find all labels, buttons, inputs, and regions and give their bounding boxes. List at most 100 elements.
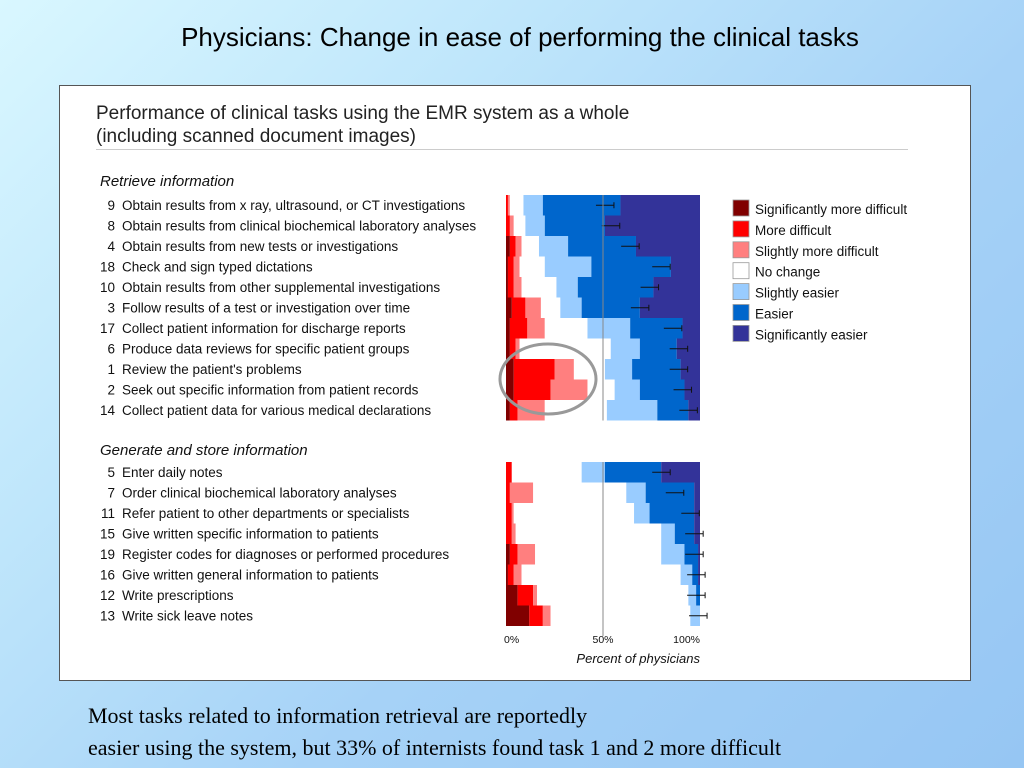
bar-segment: [661, 523, 675, 544]
bar-segment: [634, 503, 650, 524]
bar-segment: [506, 605, 530, 626]
bar-segment: [517, 544, 536, 565]
bar-segment: [587, 318, 631, 339]
bar-segment: [509, 318, 528, 339]
bar-segment: [568, 236, 636, 257]
bar-segment: [513, 215, 526, 236]
bar-segment: [682, 318, 700, 339]
title-divider: [96, 149, 908, 150]
bar-segment: [506, 318, 510, 339]
task-label: Check and sign typed dictations: [122, 260, 313, 275]
bar-segment: [581, 297, 640, 318]
bar-segment: [513, 379, 551, 400]
bar-segment: [519, 338, 611, 359]
x-tick-label: 100%: [673, 634, 700, 646]
bar-segment: [661, 544, 685, 565]
bar-segment: [513, 503, 635, 524]
bar-segment: [515, 236, 522, 257]
bar-segment: [507, 195, 510, 216]
bar-segment: [515, 338, 520, 359]
task-number: 3: [107, 301, 115, 316]
x-axis-label: Percent of physicians: [576, 651, 700, 666]
bar-segment: [509, 544, 518, 565]
bar-segment: [657, 400, 689, 421]
bar-segment: [542, 195, 621, 216]
legend-label: Significantly more difficult: [755, 202, 907, 217]
bar-segment: [509, 338, 516, 359]
bar-segment: [694, 482, 700, 503]
task-label: Produce data reviews for specific patien…: [122, 342, 410, 357]
task-number: 10: [100, 280, 115, 295]
bar-segment: [544, 400, 607, 421]
legend-swatch: [732, 241, 750, 259]
bar-segment: [581, 462, 605, 483]
task-number: 8: [107, 219, 115, 234]
chart-panel: Performance of clinical tasks using the …: [59, 85, 971, 681]
legend-label: Slightly easier: [755, 286, 840, 301]
task-number: 19: [100, 547, 115, 562]
bar-segment: [511, 523, 516, 544]
task-label: Collect patient information for discharg…: [122, 321, 406, 336]
bar-segment: [511, 462, 582, 483]
bar-segment: [604, 215, 700, 236]
bar-segment: [591, 256, 671, 277]
bar-segment: [544, 215, 605, 236]
bar-segment: [626, 482, 646, 503]
bar-segment: [525, 215, 545, 236]
bar-segment: [513, 256, 520, 277]
bar-segment: [506, 379, 514, 400]
bar-segment: [506, 215, 510, 236]
legend-label: Easier: [755, 307, 794, 322]
task-number: 13: [100, 609, 115, 624]
bar-segment: [507, 277, 514, 298]
bar-segment: [587, 379, 615, 400]
task-label: Write sick leave notes: [122, 609, 253, 624]
chart-title-line-2: (including scanned document images): [96, 126, 417, 147]
bar-segment: [507, 256, 514, 277]
bar-segment: [674, 523, 695, 544]
bar-segment: [511, 503, 514, 524]
legend-label: Slightly more difficult: [755, 244, 879, 259]
bar-segment: [610, 338, 640, 359]
stacked-bar-chart: Retrieve information 9 Obtain results from…: [100, 173, 907, 666]
legend-swatch: [732, 199, 750, 217]
task-number: 9: [107, 198, 115, 213]
task-label: Seek out specific information from patie…: [122, 383, 419, 398]
bar-segment: [509, 400, 518, 421]
x-tick-label: 50%: [592, 634, 613, 646]
bar-segment: [604, 359, 633, 380]
bar-segment: [506, 544, 510, 565]
bar-segment: [620, 195, 700, 216]
group-label-1: Retrieve information: [100, 173, 234, 190]
bar-segment: [506, 523, 512, 544]
bar-segment: [614, 379, 640, 400]
bar-segment: [513, 564, 522, 585]
task-number: 16: [100, 568, 115, 583]
bar-segment: [517, 400, 545, 421]
bar-segment: [676, 338, 700, 359]
task-number: 12: [100, 588, 115, 603]
bar-segment: [521, 236, 539, 257]
legend-swatch: [732, 262, 750, 280]
legend-swatch: [732, 283, 750, 301]
task-number: 15: [100, 527, 115, 542]
bar-segment: [604, 462, 662, 483]
task-label: Obtain results from clinical biochemical…: [122, 219, 476, 234]
bar-segment: [544, 318, 588, 339]
x-tick-label: 0%: [504, 634, 519, 646]
bar-segment: [680, 564, 693, 585]
chart-title: Performance of clinical tasks using the …: [96, 102, 629, 148]
bar-segment: [606, 400, 658, 421]
slide-title: Physicians: Change in ease of performing…: [181, 22, 859, 52]
bar-segment: [506, 277, 508, 298]
task-number: 1: [107, 362, 115, 377]
task-label: Obtain results from new tests or investi…: [122, 239, 398, 254]
task-label: Enter daily notes: [122, 465, 223, 480]
task-label: Obtain results from other supplemental i…: [122, 280, 440, 295]
bar-segment: [635, 236, 700, 257]
legend-swatch: [732, 304, 750, 321]
bar-segment: [506, 297, 512, 318]
bar-segment: [577, 277, 654, 298]
caption-line-2: easier using the system, but 33% of inte…: [88, 735, 782, 760]
bar-segment: [506, 585, 518, 606]
